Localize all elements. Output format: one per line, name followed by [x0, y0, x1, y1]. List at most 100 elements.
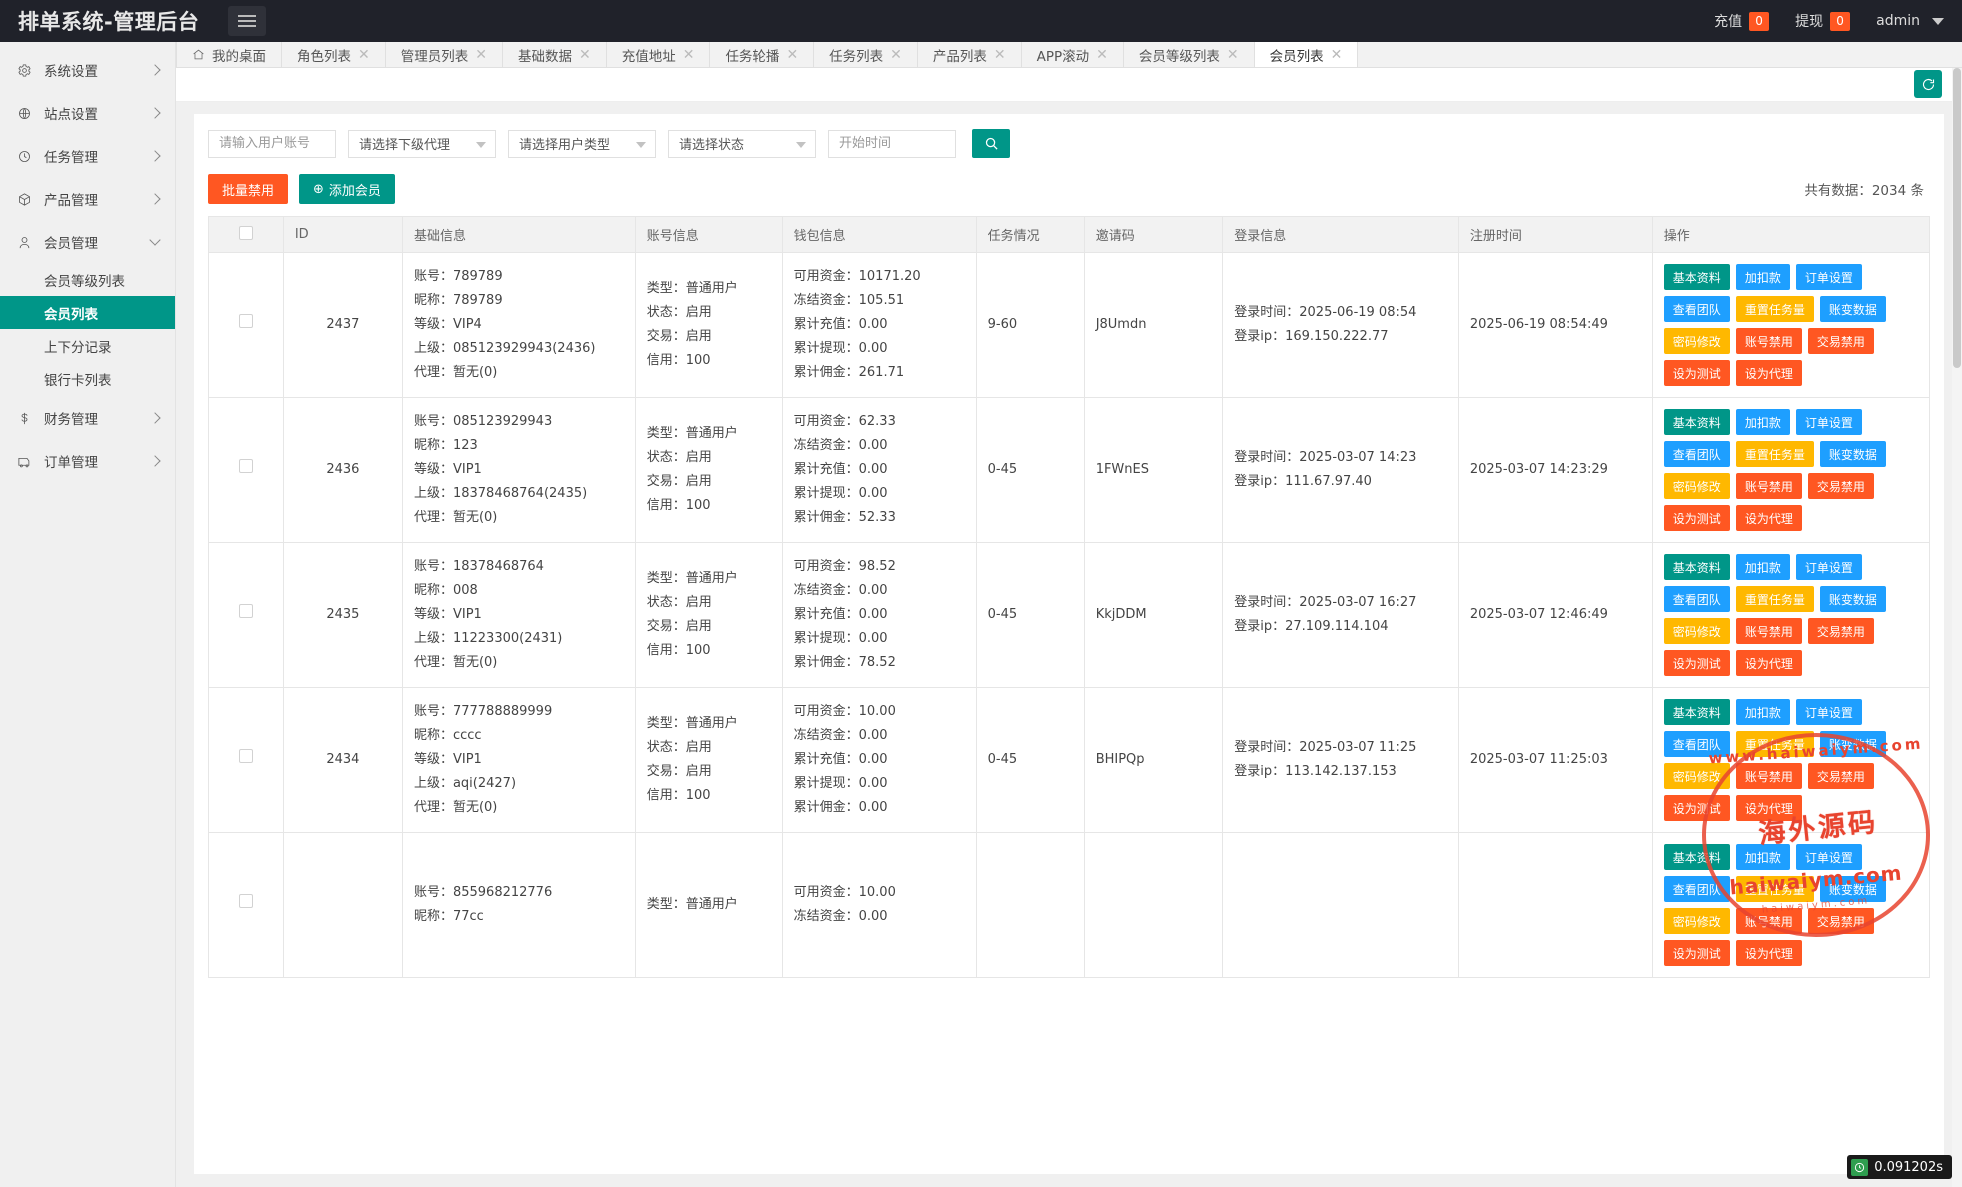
op-密码修改-button[interactable]: 密码修改	[1663, 763, 1730, 789]
op-密码修改-button[interactable]: 密码修改	[1663, 473, 1730, 499]
sidebar-item-order-management[interactable]: 订单管理	[0, 446, 175, 476]
tab-my-desktop[interactable]: 我的桌面	[176, 42, 282, 67]
op-订单设置-button[interactable]: 订单设置	[1795, 844, 1862, 870]
hamburger-icon[interactable]	[228, 6, 266, 36]
op-查看团队-button[interactable]: 查看团队	[1663, 876, 1730, 902]
op-基本资料-button[interactable]: 基本资料	[1663, 264, 1730, 290]
recharge-indicator[interactable]: 充值 0	[1714, 11, 1770, 31]
select-all-checkbox[interactable]	[238, 225, 253, 240]
op-设为测试-button[interactable]: 设为测试	[1663, 940, 1730, 966]
op-设为测试-button[interactable]: 设为测试	[1663, 505, 1730, 531]
add-member-button[interactable]: ⊕ 添加会员	[299, 174, 395, 204]
op-重置任务量-button[interactable]: 重置任务量	[1735, 731, 1814, 757]
op-设为代理-button[interactable]: 设为代理	[1735, 505, 1802, 531]
tab-app-scroll[interactable]: APP滚动 ✕	[1021, 42, 1124, 67]
op-重置任务量-button[interactable]: 重置任务量	[1735, 586, 1814, 612]
sidebar-item-task-management[interactable]: 任务管理	[0, 141, 175, 171]
close-icon[interactable]: ✕	[475, 46, 487, 63]
op-账号禁用-button[interactable]: 账号禁用	[1735, 473, 1802, 499]
op-加扣款-button[interactable]: 加扣款	[1735, 409, 1790, 435]
op-订单设置-button[interactable]: 订单设置	[1795, 554, 1862, 580]
op-订单设置-button[interactable]: 订单设置	[1795, 409, 1862, 435]
agent-select[interactable]: 请选择下级代理	[348, 129, 496, 158]
op-基本资料-button[interactable]: 基本资料	[1663, 699, 1730, 725]
search-account-input[interactable]	[208, 129, 336, 158]
op-设为测试-button[interactable]: 设为测试	[1663, 360, 1730, 386]
op-交易禁用-button[interactable]: 交易禁用	[1807, 473, 1874, 499]
close-icon[interactable]: ✕	[1226, 46, 1239, 63]
op-订单设置-button[interactable]: 订单设置	[1795, 264, 1862, 290]
tab-role-list[interactable]: 角色列表 ✕	[282, 42, 386, 67]
refresh-button[interactable]	[1914, 70, 1942, 98]
close-icon[interactable]: ✕	[993, 46, 1006, 63]
op-交易禁用-button[interactable]: 交易禁用	[1807, 328, 1874, 354]
start-time-input[interactable]	[828, 129, 956, 158]
op-加扣款-button[interactable]: 加扣款	[1735, 264, 1790, 290]
op-订单设置-button[interactable]: 订单设置	[1795, 699, 1862, 725]
sidebar-item-member-levels[interactable]: 会员等级列表	[0, 263, 175, 296]
user-menu[interactable]: admin	[1876, 13, 1944, 29]
op-设为代理-button[interactable]: 设为代理	[1735, 650, 1802, 676]
user-type-select[interactable]: 请选择用户类型	[508, 129, 656, 158]
tab-task-carousel[interactable]: 任务轮播 ✕	[710, 42, 815, 67]
op-账变数据-button[interactable]: 账变数据	[1819, 296, 1886, 322]
op-查看团队-button[interactable]: 查看团队	[1663, 586, 1730, 612]
close-icon[interactable]: ✕	[1096, 46, 1108, 63]
op-设为测试-button[interactable]: 设为测试	[1663, 650, 1730, 676]
close-icon[interactable]: ✕	[682, 46, 695, 63]
row-checkbox[interactable]	[238, 313, 253, 328]
op-查看团队-button[interactable]: 查看团队	[1663, 296, 1730, 322]
close-icon[interactable]: ✕	[786, 46, 799, 63]
op-查看团队-button[interactable]: 查看团队	[1663, 441, 1730, 467]
sidebar-item-member-list[interactable]: 会员列表	[0, 296, 175, 329]
sidebar-item-score-records[interactable]: 上下分记录	[0, 329, 175, 362]
op-账变数据-button[interactable]: 账变数据	[1819, 876, 1886, 902]
sidebar-item-product-management[interactable]: 产品管理	[0, 184, 175, 214]
op-账变数据-button[interactable]: 账变数据	[1819, 441, 1886, 467]
op-密码修改-button[interactable]: 密码修改	[1663, 908, 1730, 934]
op-账号禁用-button[interactable]: 账号禁用	[1735, 763, 1802, 789]
op-加扣款-button[interactable]: 加扣款	[1735, 554, 1790, 580]
close-icon[interactable]: ✕	[358, 46, 370, 63]
tab-admin-list[interactable]: 管理员列表 ✕	[385, 42, 503, 67]
close-icon[interactable]: ✕	[1330, 46, 1343, 63]
sidebar-item-member-management[interactable]: 会员管理	[0, 227, 175, 257]
op-查看团队-button[interactable]: 查看团队	[1663, 731, 1730, 757]
sidebar-item-finance-management[interactable]: 财务管理	[0, 403, 175, 433]
row-checkbox[interactable]	[238, 458, 253, 473]
op-账变数据-button[interactable]: 账变数据	[1819, 731, 1886, 757]
tab-product-list[interactable]: 产品列表 ✕	[917, 42, 1022, 67]
sidebar-item-site-settings[interactable]: 站点设置	[0, 98, 175, 128]
tab-member-list[interactable]: 会员列表 ✕	[1254, 42, 1359, 67]
op-交易禁用-button[interactable]: 交易禁用	[1807, 763, 1874, 789]
op-基本资料-button[interactable]: 基本资料	[1663, 554, 1730, 580]
op-账号禁用-button[interactable]: 账号禁用	[1735, 618, 1802, 644]
op-交易禁用-button[interactable]: 交易禁用	[1807, 908, 1874, 934]
batch-disable-button[interactable]: 批量禁用	[208, 174, 289, 204]
op-加扣款-button[interactable]: 加扣款	[1735, 699, 1790, 725]
op-加扣款-button[interactable]: 加扣款	[1735, 844, 1790, 870]
op-账号禁用-button[interactable]: 账号禁用	[1735, 328, 1802, 354]
tab-basic-data[interactable]: 基础数据 ✕	[502, 42, 607, 67]
op-密码修改-button[interactable]: 密码修改	[1663, 618, 1730, 644]
sidebar-item-bank-cards[interactable]: 银行卡列表	[0, 362, 175, 395]
status-select[interactable]: 请选择状态	[668, 129, 816, 158]
op-重置任务量-button[interactable]: 重置任务量	[1735, 296, 1814, 322]
op-设为代理-button[interactable]: 设为代理	[1735, 940, 1802, 966]
op-基本资料-button[interactable]: 基本资料	[1663, 844, 1730, 870]
tab-task-list[interactable]: 任务列表 ✕	[814, 42, 918, 67]
withdraw-indicator[interactable]: 提现 0	[1795, 11, 1851, 31]
sidebar-item-system-settings[interactable]: 系统设置	[0, 55, 175, 85]
op-重置任务量-button[interactable]: 重置任务量	[1735, 876, 1814, 902]
op-账号禁用-button[interactable]: 账号禁用	[1735, 908, 1802, 934]
scrollbar-thumb[interactable]	[1953, 68, 1961, 368]
row-checkbox[interactable]	[238, 893, 253, 908]
op-基本资料-button[interactable]: 基本资料	[1663, 409, 1730, 435]
op-账变数据-button[interactable]: 账变数据	[1819, 586, 1886, 612]
op-设为代理-button[interactable]: 设为代理	[1735, 795, 1802, 821]
op-重置任务量-button[interactable]: 重置任务量	[1735, 441, 1814, 467]
tab-recharge-address[interactable]: 充值地址 ✕	[606, 42, 711, 67]
op-密码修改-button[interactable]: 密码修改	[1663, 328, 1730, 354]
close-icon[interactable]: ✕	[890, 46, 902, 63]
close-icon[interactable]: ✕	[578, 46, 591, 63]
